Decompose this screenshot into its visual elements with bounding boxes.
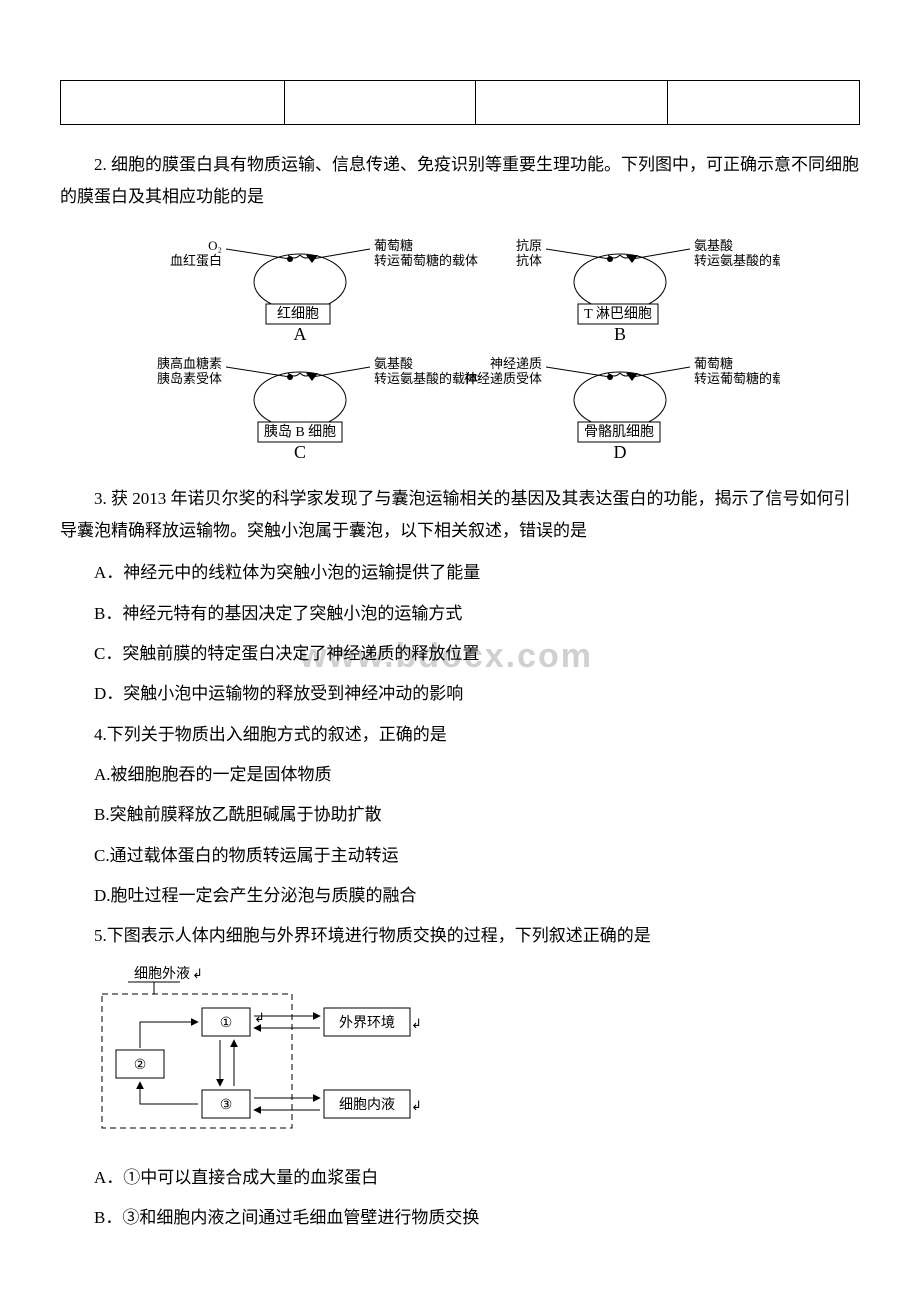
q4-option-c: C.通过载体蛋白的物质转运属于主动转运 bbox=[60, 840, 860, 872]
q2-diagram: 红细胞 O₂ 血红蛋白 葡萄糖 转运葡萄糖的载体 A T 淋巴细胞 抗原 抗体 … bbox=[140, 232, 780, 473]
svg-text:↲: ↲ bbox=[192, 966, 203, 981]
flow-r2: 细胞内液 bbox=[339, 1097, 395, 1113]
q4-stem: 4.下列关于物质出入细胞方式的叙述，正确的是 bbox=[60, 719, 860, 751]
panel-d-right-bottom: 转运葡萄糖的载体 bbox=[694, 371, 780, 386]
q4-option-d: D.胞吐过程一定会产生分泌泡与质膜的融合 bbox=[60, 880, 860, 912]
q3-option-b: B．神经元特有的基因决定了突触小泡的运输方式 bbox=[60, 598, 860, 630]
panel-d-left-top: 神经递质 bbox=[490, 356, 542, 371]
panel-b-cell-label: T 淋巴细胞 bbox=[584, 306, 652, 322]
q4-option-b: B.突触前膜释放乙酰胆碱属于协助扩散 bbox=[60, 799, 860, 831]
blank-cell bbox=[668, 81, 860, 125]
panel-a-left-bottom: 血红蛋白 bbox=[170, 253, 222, 268]
panel-c-left-bottom: 胰岛素受体 bbox=[157, 371, 222, 386]
blank-cell bbox=[476, 81, 668, 125]
q5-option-b: B．③和细胞内液之间通过毛细血管壁进行物质交换 bbox=[60, 1202, 860, 1234]
q3-option-d: D．突触小泡中运输物的释放受到神经冲动的影响 bbox=[60, 678, 860, 710]
q2-stem: 2. 细胞的膜蛋白具有物质运输、信息传递、免疫识别等重要生理功能。下列图中，可正… bbox=[60, 149, 860, 214]
flow-node-2: ② bbox=[134, 1058, 147, 1073]
flow-r1: 外界环境 bbox=[339, 1015, 395, 1031]
q3-option-a: A．神经元中的线粒体为突触小泡的运输提供了能量 bbox=[60, 557, 860, 589]
panel-a-right-top: 葡萄糖 bbox=[374, 238, 413, 253]
q3-stem: 3. 获 2013 年诺贝尔奖的科学家发现了与囊泡运输相关的基因及其表达蛋白的功… bbox=[60, 483, 860, 548]
svg-text:↲: ↲ bbox=[411, 1098, 422, 1113]
svg-text:↲: ↲ bbox=[411, 1016, 422, 1031]
panel-d-letter: D bbox=[614, 442, 627, 462]
panel-a-cell-label: 红细胞 bbox=[277, 306, 319, 322]
panel-a-right-bottom: 转运葡萄糖的载体 bbox=[374, 253, 478, 268]
panel-b-left-bottom: 抗体 bbox=[516, 253, 542, 268]
panel-b-right-bottom: 转运氨基酸的载体 bbox=[694, 253, 780, 268]
panel-a-left-top: O₂ bbox=[208, 238, 222, 253]
svg-text:↲: ↲ bbox=[254, 1010, 265, 1025]
panel-b-left-top: 抗原 bbox=[516, 238, 542, 253]
blank-cell bbox=[61, 81, 285, 125]
flow-node-3: ③ bbox=[220, 1098, 233, 1113]
panel-c-cell-label: 胰岛 B 细胞 bbox=[264, 424, 336, 440]
q5-option-a: A．①中可以直接合成大量的血浆蛋白 bbox=[60, 1162, 860, 1194]
q5-flow-figure: 细胞外液 ① ② ③ 外界环境 细胞内液 ↲ ↲ ↲ ↲ bbox=[94, 966, 414, 1147]
q5-stem: 5.下图表示人体内细胞与外界环境进行物质交换的过程，下列叙述正确的是 bbox=[60, 920, 860, 952]
panel-b-letter: B bbox=[614, 324, 626, 344]
panel-d-cell-label: 骨骼肌细胞 bbox=[584, 424, 654, 440]
flow-node-1: ① bbox=[220, 1016, 233, 1031]
panel-b-right-top: 氨基酸 bbox=[694, 238, 733, 253]
blank-cell bbox=[284, 81, 476, 125]
panel-c-right-bottom: 转运氨基酸的载体 bbox=[374, 371, 478, 386]
q4-option-a: A.被细胞胞吞的一定是固体物质 bbox=[60, 759, 860, 791]
flow-outer-label: 细胞外液 bbox=[134, 966, 190, 982]
panel-c-right-top: 氨基酸 bbox=[374, 356, 413, 371]
panel-a-letter: A bbox=[294, 324, 307, 344]
panel-d-left-bottom: 神经递质受体 bbox=[464, 371, 542, 386]
panel-c-left-top: 胰高血糖素 bbox=[157, 356, 222, 371]
blank-table-row bbox=[60, 80, 860, 125]
q3-option-c: C．突触前膜的特定蛋白决定了神经递质的释放位置 bbox=[60, 638, 860, 670]
panel-c-letter: C bbox=[294, 442, 306, 462]
panel-d-right-top: 葡萄糖 bbox=[694, 356, 733, 371]
